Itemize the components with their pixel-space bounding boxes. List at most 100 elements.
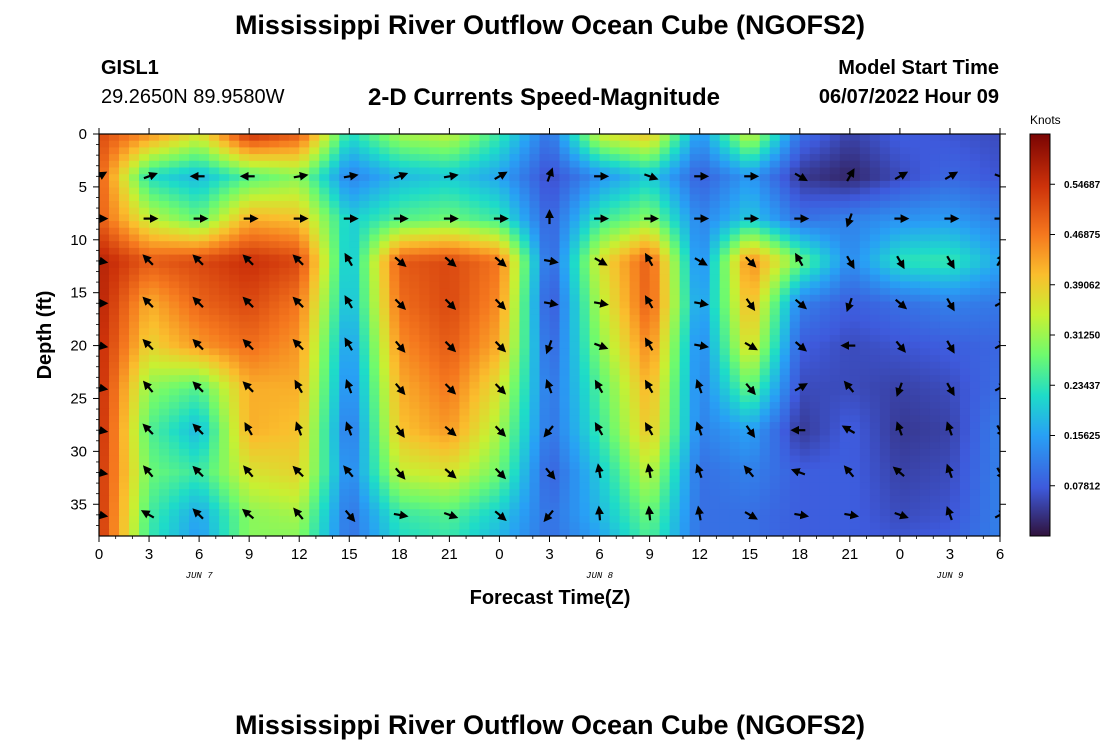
heatmap-cell <box>719 180 731 189</box>
heatmap-cell <box>209 355 220 363</box>
heatmap-cell <box>859 381 871 390</box>
heatmap-cell <box>779 294 791 303</box>
heatmap-cell <box>119 180 130 189</box>
heatmap-cell <box>419 442 430 450</box>
heatmap-cell <box>909 180 921 189</box>
heatmap-cell <box>759 335 771 343</box>
heatmap-cell <box>459 442 471 450</box>
heatmap-cell <box>829 489 841 497</box>
heatmap-cell <box>459 482 471 490</box>
heatmap-cell <box>359 294 370 303</box>
heatmap-cell <box>829 314 841 323</box>
heatmap-cell <box>659 402 671 410</box>
heatmap-cell <box>979 221 991 229</box>
heatmap-cell <box>399 180 410 189</box>
heatmap-cell <box>949 428 961 437</box>
heatmap-cell <box>299 341 310 349</box>
heatmap-cell <box>279 234 290 242</box>
heatmap-cell <box>809 201 821 209</box>
heatmap-cell <box>989 140 1000 148</box>
heatmap-cell <box>439 160 450 169</box>
heatmap-cell <box>809 475 821 483</box>
heatmap-cell <box>349 268 360 276</box>
heatmap-cell <box>279 422 290 430</box>
heatmap-cell <box>149 227 160 236</box>
heatmap-cell <box>149 422 160 430</box>
heatmap-cell <box>899 469 911 477</box>
heatmap-cell <box>969 214 981 222</box>
heatmap-cell <box>749 308 761 316</box>
heatmap-cell <box>169 341 180 349</box>
heatmap-cell <box>749 361 761 370</box>
heatmap-cell <box>209 268 220 276</box>
heatmap-cell <box>589 234 601 242</box>
heatmap-cell <box>559 147 571 155</box>
heatmap-cell <box>129 402 140 410</box>
heatmap-cell <box>689 428 701 437</box>
heatmap-cell <box>289 489 300 497</box>
heatmap-cell <box>279 254 290 262</box>
heatmap-cell <box>959 462 971 470</box>
heatmap-cell <box>409 388 420 396</box>
heatmap-cell <box>879 469 891 477</box>
heatmap-cell <box>839 348 851 356</box>
heatmap-cell <box>619 247 631 256</box>
heatmap-cell <box>469 147 481 155</box>
heatmap-cell <box>829 375 841 383</box>
heatmap-cell <box>319 201 330 209</box>
heatmap-cell <box>979 448 991 457</box>
heatmap-cell <box>179 482 190 490</box>
heatmap-cell <box>749 448 761 457</box>
heatmap-cell <box>269 247 280 256</box>
heatmap-cell <box>909 194 921 202</box>
heatmap-cell <box>429 180 440 189</box>
heatmap-cell <box>689 408 701 416</box>
heatmap-cell <box>209 294 220 303</box>
heatmap-cell <box>229 415 240 423</box>
heatmap-cell <box>929 227 941 236</box>
heatmap-cell <box>989 234 1000 242</box>
heatmap-cell <box>609 381 621 390</box>
heatmap-cell <box>599 455 611 463</box>
heatmap-cell <box>279 274 290 282</box>
heatmap-cell <box>929 455 941 463</box>
heatmap-cell <box>399 194 410 202</box>
heatmap-cell <box>719 408 731 416</box>
heatmap-cell <box>219 395 230 403</box>
heatmap-cell <box>979 355 991 363</box>
heatmap-cell <box>439 502 450 510</box>
heatmap-cell <box>979 335 991 343</box>
heatmap-cell <box>569 261 581 269</box>
heatmap-cell <box>889 455 901 463</box>
heatmap-cell <box>569 415 581 423</box>
heatmap-cell <box>489 234 501 242</box>
heatmap-cell <box>789 207 801 215</box>
heatmap-cell <box>329 469 340 477</box>
heatmap-cell <box>809 422 821 430</box>
heatmap-cell <box>879 415 891 423</box>
heatmap-cell <box>259 469 270 477</box>
heatmap-cell <box>549 174 561 182</box>
model-start-value: 06/07/2022 Hour 09 <box>818 86 999 108</box>
heatmap-cell <box>219 368 230 376</box>
heatmap-cell <box>719 475 731 483</box>
heatmap-cell <box>869 261 881 269</box>
heatmap-cell <box>459 475 471 483</box>
heatmap-cell <box>309 341 320 349</box>
heatmap-cell <box>309 455 320 463</box>
heatmap-cell <box>559 341 571 349</box>
heatmap-cell <box>659 482 671 490</box>
heatmap-cell <box>909 482 921 490</box>
heatmap-cell <box>259 415 270 423</box>
heatmap-cell <box>779 321 791 329</box>
heatmap-cell <box>879 388 891 396</box>
heatmap-cell <box>689 207 701 215</box>
heatmap-cell <box>179 355 190 363</box>
heatmap-cell <box>299 314 310 323</box>
heatmap-cell <box>279 355 290 363</box>
heatmap-cell <box>949 355 961 363</box>
heatmap-cell <box>929 408 941 416</box>
heatmap-cell <box>189 475 200 483</box>
heatmap-cell <box>589 408 601 416</box>
heatmap-cell <box>729 381 741 390</box>
